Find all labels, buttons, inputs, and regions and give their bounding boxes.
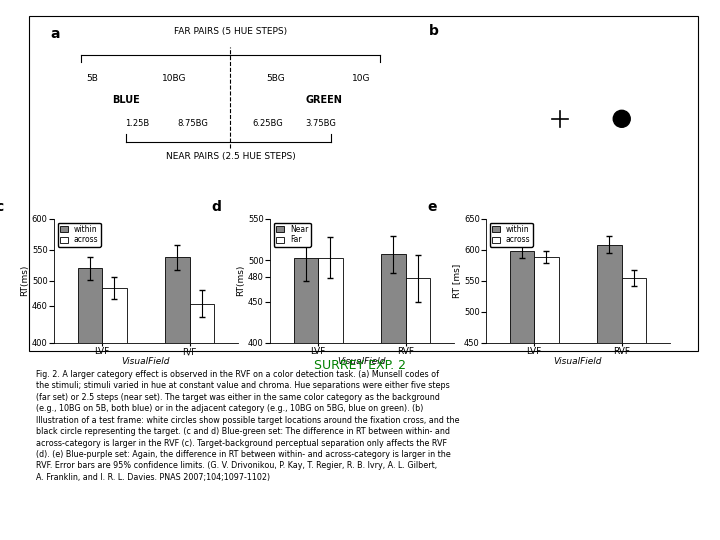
Text: c: c	[0, 200, 4, 214]
Bar	[381, 254, 405, 540]
Bar	[189, 304, 214, 540]
Circle shape	[582, 164, 599, 181]
Y-axis label: RT(ms): RT(ms)	[236, 265, 245, 296]
X-axis label: VisualField: VisualField	[338, 357, 386, 367]
Bar	[405, 278, 430, 540]
Text: 1.25B: 1.25B	[125, 119, 149, 128]
Legend: within, across: within, across	[58, 222, 101, 247]
Text: BLUE: BLUE	[112, 96, 140, 105]
X-axis label: VisualField: VisualField	[554, 357, 602, 367]
Bar	[318, 258, 343, 540]
Bar	[78, 268, 102, 540]
Text: 3.75BG: 3.75BG	[305, 119, 336, 128]
Legend: within, across: within, across	[490, 222, 533, 247]
Text: 10G: 10G	[352, 74, 371, 83]
Text: e: e	[427, 200, 437, 214]
Circle shape	[552, 49, 568, 65]
Circle shape	[605, 141, 622, 158]
Text: d: d	[211, 200, 221, 214]
Text: 8.75BG: 8.75BG	[178, 119, 208, 128]
Circle shape	[613, 110, 630, 127]
Legend: Near, Far: Near, Far	[274, 222, 310, 247]
Text: 10BG: 10BG	[162, 74, 186, 83]
Bar	[165, 257, 189, 540]
Circle shape	[582, 57, 599, 73]
Bar	[621, 278, 646, 540]
Text: Fig. 2. A larger category effect is observed in the RVF on a color detection tas: Fig. 2. A larger category effect is obse…	[36, 370, 459, 482]
Circle shape	[498, 141, 515, 158]
Text: 6.25BG: 6.25BG	[253, 119, 283, 128]
Circle shape	[521, 164, 537, 181]
Circle shape	[521, 57, 537, 73]
Circle shape	[552, 172, 568, 189]
Circle shape	[490, 110, 506, 127]
Text: a: a	[50, 28, 60, 42]
X-axis label: VisualField: VisualField	[122, 357, 170, 367]
Bar	[294, 258, 318, 540]
Text: SURREY EXP. 2: SURREY EXP. 2	[314, 359, 406, 372]
Bar	[102, 288, 127, 540]
Y-axis label: RT [ms]: RT [ms]	[452, 264, 461, 298]
Text: FAR PAIRS (5 HUE STEPS): FAR PAIRS (5 HUE STEPS)	[174, 28, 287, 36]
Text: 5B: 5B	[86, 74, 98, 83]
Text: GREEN: GREEN	[305, 96, 343, 105]
Bar	[510, 251, 534, 540]
Text: NEAR PAIRS (2.5 HUE STEPS): NEAR PAIRS (2.5 HUE STEPS)	[166, 152, 295, 161]
Y-axis label: RT(ms): RT(ms)	[20, 265, 29, 296]
Circle shape	[605, 79, 622, 96]
Text: b: b	[428, 24, 438, 38]
Bar	[597, 245, 621, 540]
Circle shape	[498, 79, 515, 96]
Text: 5BG: 5BG	[266, 74, 284, 83]
Bar	[534, 257, 559, 540]
